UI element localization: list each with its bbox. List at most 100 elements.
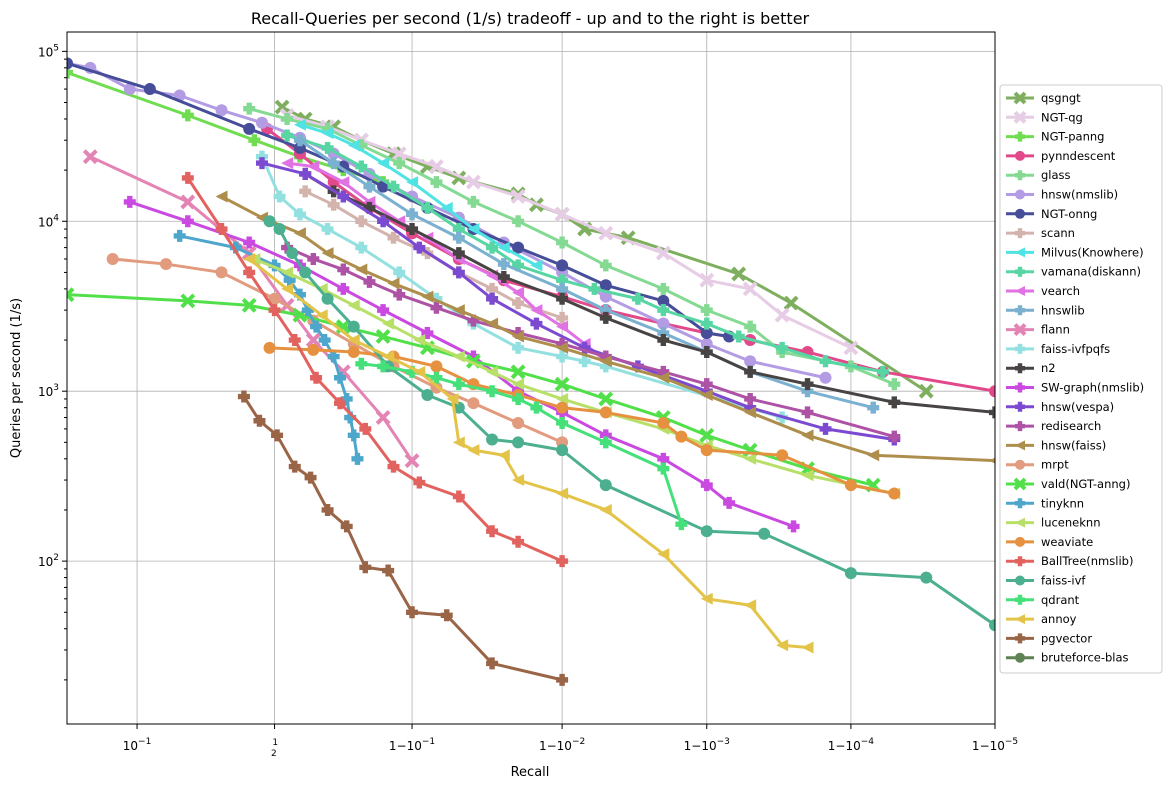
data-point [1015, 594, 1025, 605]
data-point [512, 330, 525, 343]
data-point [700, 525, 713, 538]
data-point [337, 176, 350, 189]
data-point [486, 433, 499, 446]
data-point [1015, 536, 1025, 547]
data-point [413, 365, 426, 378]
chart-title: Recall-Queries per second (1/s) tradeoff… [251, 9, 810, 28]
data-point [359, 561, 372, 574]
legend-label: vearch [1041, 284, 1080, 298]
data-point [307, 343, 320, 356]
data-point [700, 304, 713, 317]
data-point [143, 83, 156, 96]
data-point [1015, 556, 1025, 567]
data-point [556, 444, 569, 457]
data-point [989, 385, 995, 398]
data-point [512, 474, 525, 487]
data-point [920, 571, 933, 584]
series-line [186, 177, 563, 563]
data-point [334, 397, 347, 410]
legend-item: BallTree(nmslib) [1006, 554, 1133, 568]
data-point [274, 99, 290, 115]
data-point [486, 365, 499, 378]
data-point [732, 330, 745, 343]
data-point [315, 309, 328, 322]
data-point [321, 292, 334, 305]
data-point [375, 410, 391, 425]
data-point [512, 259, 525, 272]
data-point [452, 266, 465, 279]
data-point [1015, 266, 1025, 277]
data-point [1013, 91, 1027, 105]
data-point [67, 287, 75, 303]
y-axis-label: Queries per second (1/s) [9, 298, 24, 458]
data-point [377, 360, 390, 373]
data-point [288, 460, 301, 473]
series-line [261, 161, 895, 441]
x-tick-label: 1−10−1 [389, 737, 435, 753]
data-point [510, 189, 526, 204]
data-point [744, 392, 757, 405]
tick-layer: 10−1 1 2 1−10−1 1−10−2 1−10−3 1−10−4 1−10−5 102 1… [38, 43, 1018, 759]
data-point [556, 416, 569, 429]
data-point [180, 293, 196, 309]
data-point [744, 365, 757, 378]
data-point [452, 401, 465, 414]
data-point [744, 401, 757, 414]
data-point [467, 195, 480, 208]
data-point [599, 429, 612, 442]
data-point [657, 371, 670, 384]
data-point [452, 304, 465, 317]
legend-item: NGT-onng [1006, 207, 1097, 221]
series-line [281, 105, 928, 393]
data-point [744, 452, 757, 465]
data-point [321, 122, 334, 135]
data-point [82, 149, 98, 165]
data-point [243, 266, 256, 279]
data-point [281, 129, 294, 142]
series-line [89, 155, 414, 462]
data-point [801, 378, 814, 391]
y-tick-label: 103 [38, 383, 59, 399]
data-point [387, 460, 400, 473]
legend-label: pynndescent [1041, 149, 1116, 163]
data-point [599, 304, 612, 317]
data-point [844, 479, 857, 492]
data-point [181, 215, 194, 228]
data-point [429, 159, 444, 174]
data-point [700, 317, 713, 330]
legend-item: qdrant [1006, 593, 1080, 607]
data-point [123, 195, 136, 208]
legend-item: weaviate [1006, 535, 1093, 549]
data-point [421, 327, 434, 340]
data-point [304, 471, 317, 484]
data-point [774, 307, 790, 323]
data-point [657, 294, 670, 307]
data-point [599, 503, 612, 516]
data-point [430, 360, 443, 373]
series-n2 [299, 167, 995, 419]
data-point [337, 160, 350, 173]
data-point [744, 355, 757, 368]
data-point [337, 282, 350, 295]
data-point [67, 66, 73, 79]
data-point [556, 487, 569, 500]
legend-item: annoy [1006, 612, 1077, 626]
data-point [723, 496, 736, 509]
data-point [1015, 382, 1025, 393]
data-point [1015, 498, 1025, 509]
data-point [237, 390, 250, 403]
data-point [293, 141, 306, 154]
data-point [486, 525, 499, 538]
data-point [731, 266, 747, 282]
data-point [801, 429, 814, 442]
data-point [512, 215, 525, 228]
data-point [347, 320, 360, 333]
data-point [578, 341, 591, 354]
data-point [347, 334, 360, 347]
data-point [1015, 652, 1025, 663]
data-point [556, 292, 569, 305]
data-point [315, 282, 328, 295]
data-point [801, 641, 814, 654]
data-point [255, 116, 268, 129]
